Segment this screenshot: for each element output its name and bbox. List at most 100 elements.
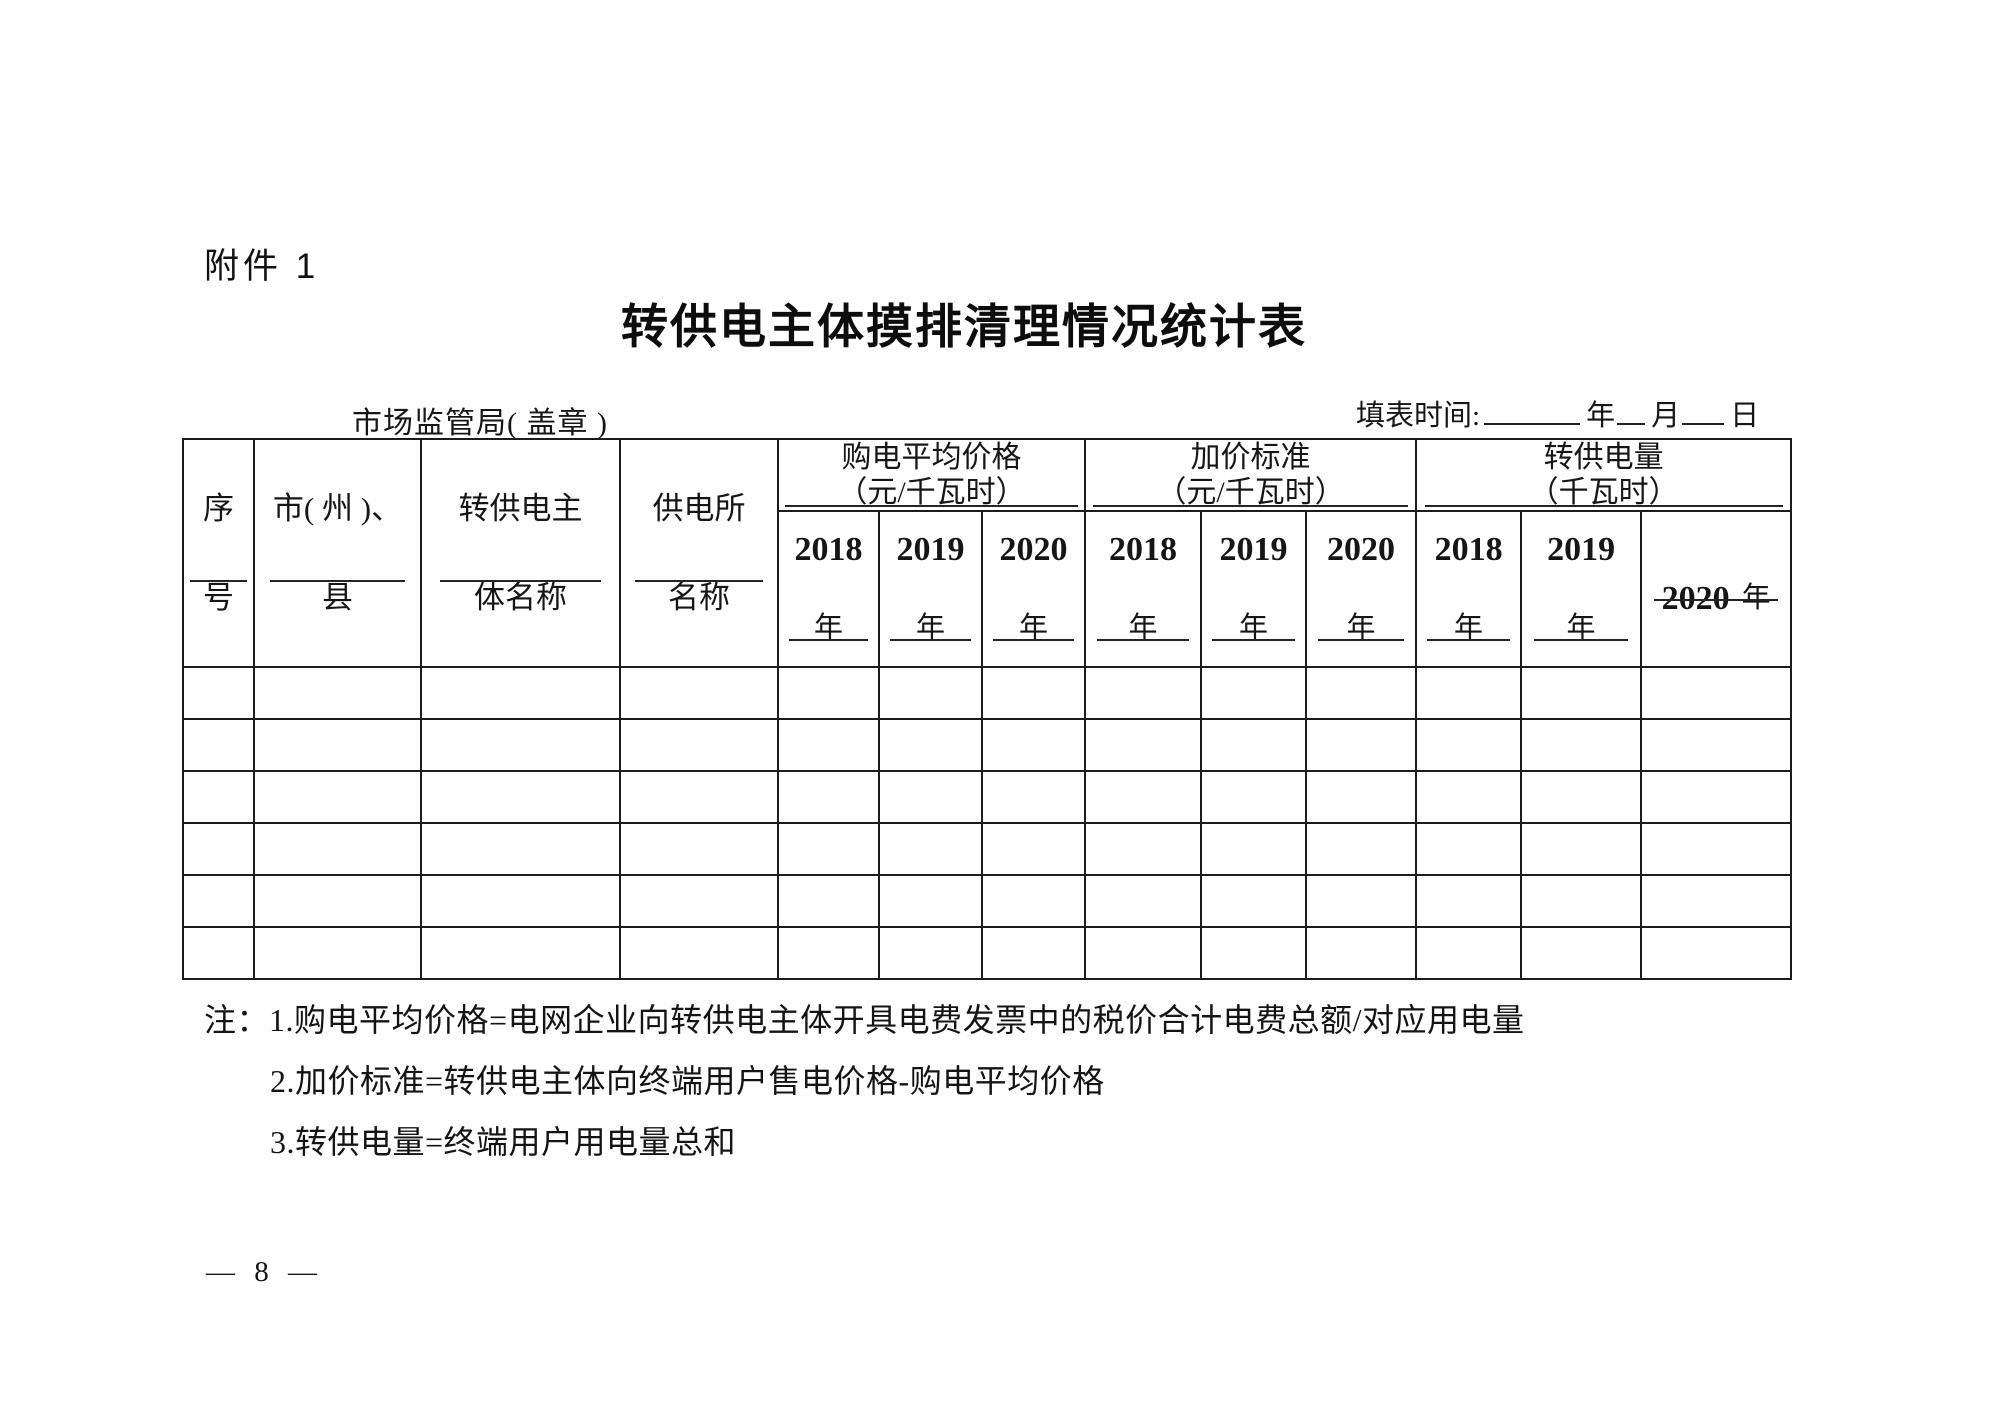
empty-cell	[420, 822, 621, 876]
note-item: 1.购电平均价格=电网企业向转供电主体开具电费发票中的税价合计电费总额/对应用电…	[269, 1002, 1525, 1038]
attachment-label: 附件 1	[204, 247, 320, 286]
empty-cell	[253, 926, 422, 980]
empty-cell	[878, 926, 983, 980]
year-header-price-2020: 2020 年	[980, 510, 1087, 668]
note-prefix: 注：	[204, 1002, 270, 1038]
empty-cell	[980, 770, 1087, 824]
year-header-markup-2019: 2019 年	[1200, 510, 1308, 668]
empty-cell	[1200, 926, 1308, 980]
empty-cell	[980, 926, 1087, 980]
empty-cell	[619, 822, 779, 876]
empty-cell	[1084, 822, 1203, 876]
empty-cell	[1305, 874, 1418, 928]
empty-cell	[1200, 874, 1308, 928]
empty-cell	[1640, 718, 1793, 772]
header-underline	[635, 580, 763, 582]
empty-cell	[420, 718, 621, 772]
empty-cell	[1415, 770, 1523, 824]
empty-cell	[420, 666, 621, 720]
table-row	[182, 874, 1793, 928]
empty-cell	[253, 770, 422, 824]
header-underline	[269, 580, 406, 582]
empty-cell	[1415, 822, 1523, 876]
blank-line-year	[1484, 397, 1581, 425]
empty-cell	[1520, 666, 1643, 720]
blank-line-month	[1617, 397, 1646, 425]
empty-cell	[253, 718, 422, 772]
col-header-seq: 序 号	[182, 438, 255, 668]
note-line-2: 2.加价标准=转供电主体向终端用户售电价格-购电平均价格	[270, 1063, 1105, 1099]
header-underline	[890, 639, 971, 641]
header-underline	[788, 639, 869, 641]
empty-cell	[1200, 718, 1308, 772]
year-header-markup-2020: 2020 年	[1305, 510, 1418, 668]
header-underline	[1212, 639, 1295, 641]
table-row	[182, 770, 1793, 824]
blank-line-day	[1682, 397, 1725, 425]
fill-time-line: 填表时间: 年 月 日	[1356, 392, 1759, 434]
empty-cell	[1520, 822, 1643, 876]
header-underline	[1653, 598, 1779, 601]
empty-cell	[878, 874, 983, 928]
empty-cell	[1415, 666, 1523, 720]
table-row	[182, 822, 1793, 876]
empty-cell	[1415, 718, 1523, 772]
empty-cell	[1200, 822, 1308, 876]
empty-cell	[619, 770, 779, 824]
empty-cell	[420, 770, 621, 824]
page-number: — 8 —	[206, 1256, 323, 1288]
group-header-markup-standard: 加价标准 （元/千瓦时）	[1084, 438, 1418, 512]
empty-cell	[1415, 874, 1523, 928]
empty-cell	[878, 822, 983, 876]
empty-cell	[980, 874, 1087, 928]
header-underline	[1424, 504, 1783, 507]
empty-cell	[1520, 718, 1643, 772]
header-underline	[1427, 639, 1510, 641]
empty-cell	[1640, 770, 1793, 824]
header-underline	[1092, 504, 1409, 507]
agency-seal-label: 市场监管局( 盖章 )	[352, 407, 608, 440]
year-label: 年	[1586, 400, 1616, 432]
empty-cell	[980, 666, 1087, 720]
empty-cell	[777, 718, 880, 772]
year-header-markup-2018: 2018 年	[1084, 510, 1203, 668]
year-header-volume-2020: 2020 年	[1640, 510, 1793, 668]
empty-cell	[1084, 666, 1203, 720]
empty-cell	[619, 874, 779, 928]
fill-time-label: 填表时间:	[1356, 400, 1481, 432]
empty-cell	[1640, 926, 1793, 980]
empty-cell	[1200, 770, 1308, 824]
empty-cell	[182, 926, 255, 980]
empty-cell	[777, 770, 880, 824]
empty-cell	[777, 926, 880, 980]
empty-cell	[1640, 666, 1793, 720]
notes-block: 注：1.购电平均价格=电网企业向转供电主体开具电费发票中的税价合计电费总额/对应…	[204, 990, 1524, 1173]
empty-cell	[777, 822, 880, 876]
empty-cell	[1305, 770, 1418, 824]
empty-cell	[1520, 874, 1643, 928]
empty-cell	[619, 926, 779, 980]
year-header-price-2018: 2018 年	[777, 510, 880, 668]
empty-cell	[253, 666, 422, 720]
col-header-entity-name: 转供电主 体名称	[420, 438, 621, 668]
group-header-purchase-price: 购电平均价格 （元/千瓦时）	[776, 438, 1087, 512]
col-header-station-name: 供电所 名称	[619, 438, 779, 668]
empty-cell	[1520, 926, 1643, 980]
empty-cell	[980, 822, 1087, 876]
empty-cell	[253, 874, 422, 928]
header-underline	[993, 639, 1074, 641]
header-underline	[785, 504, 1078, 507]
empty-cell	[980, 718, 1087, 772]
empty-cell	[1084, 874, 1203, 928]
empty-cell	[1084, 718, 1203, 772]
col-header-region: 市( 州 )、 县	[253, 438, 422, 668]
empty-cell	[182, 666, 255, 720]
statistics-table: 序 号 市( 州 )、 县 转供电主 体名称	[182, 438, 1793, 980]
month-label: 月	[1651, 400, 1681, 432]
note-line-3: 3.转供电量=终端用户用电量总和	[270, 1124, 737, 1160]
empty-cell	[878, 770, 983, 824]
empty-cell	[619, 718, 779, 772]
year-header-price-2019: 2019 年	[878, 510, 983, 668]
empty-cell	[1640, 874, 1793, 928]
